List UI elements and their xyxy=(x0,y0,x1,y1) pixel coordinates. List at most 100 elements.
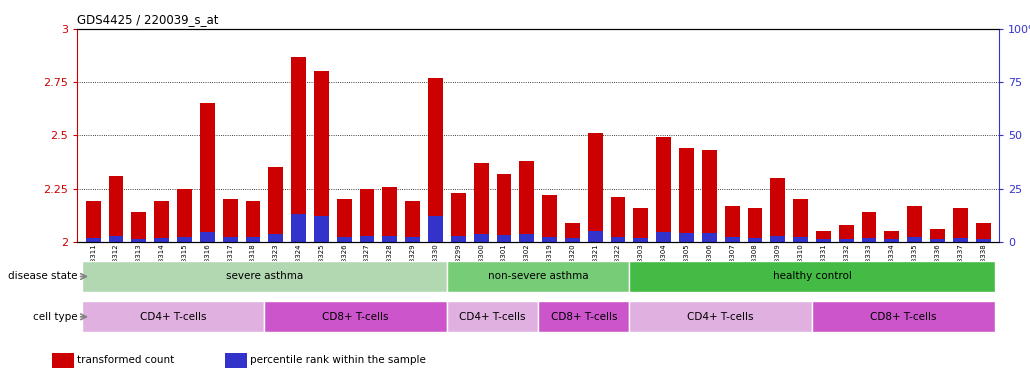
Bar xyxy=(701,150,717,242)
Bar xyxy=(359,189,375,242)
Bar xyxy=(245,237,261,242)
Bar xyxy=(953,208,968,242)
Bar xyxy=(132,212,146,242)
Bar xyxy=(748,238,762,242)
Text: percentile rank within the sample: percentile rank within the sample xyxy=(250,355,426,365)
Bar xyxy=(701,233,717,242)
Bar xyxy=(428,216,443,242)
Bar xyxy=(85,238,101,242)
Bar xyxy=(656,137,672,242)
Text: CD4+ T-cells: CD4+ T-cells xyxy=(140,312,206,322)
Bar xyxy=(565,223,580,242)
Bar xyxy=(679,148,694,242)
Bar xyxy=(291,214,306,242)
Bar xyxy=(885,239,899,242)
Bar xyxy=(428,78,443,242)
Bar xyxy=(177,237,192,242)
Text: CD8+ T-cells: CD8+ T-cells xyxy=(870,312,936,322)
Bar xyxy=(359,236,375,242)
FancyBboxPatch shape xyxy=(629,261,995,292)
Text: non-severe asthma: non-severe asthma xyxy=(488,271,588,281)
Bar xyxy=(862,212,877,242)
Bar xyxy=(52,353,74,368)
Bar xyxy=(337,237,351,242)
Bar xyxy=(496,174,511,242)
Bar xyxy=(496,235,511,242)
Bar xyxy=(748,208,762,242)
Bar xyxy=(519,234,535,242)
Bar xyxy=(405,237,420,242)
Text: GDS4425 / 220039_s_at: GDS4425 / 220039_s_at xyxy=(77,13,218,26)
Bar xyxy=(108,176,124,242)
Bar xyxy=(519,161,535,242)
Bar xyxy=(611,197,625,242)
Bar xyxy=(907,206,922,242)
Bar xyxy=(885,231,899,242)
Bar xyxy=(314,71,329,242)
Text: CD4+ T-cells: CD4+ T-cells xyxy=(459,312,525,322)
FancyBboxPatch shape xyxy=(629,301,812,332)
FancyBboxPatch shape xyxy=(81,301,265,332)
Text: CD8+ T-cells: CD8+ T-cells xyxy=(551,312,617,322)
Bar xyxy=(725,206,740,242)
Bar xyxy=(633,208,648,242)
Text: severe asthma: severe asthma xyxy=(226,271,303,281)
Bar xyxy=(200,103,214,242)
Text: transformed count: transformed count xyxy=(77,355,175,365)
Bar xyxy=(770,178,785,242)
Bar xyxy=(542,237,557,242)
Bar xyxy=(930,229,945,242)
Bar xyxy=(245,202,261,242)
Bar xyxy=(975,223,991,242)
Bar xyxy=(269,235,283,242)
Text: healthy control: healthy control xyxy=(772,271,852,281)
Bar xyxy=(930,239,945,242)
Bar xyxy=(588,133,603,242)
Bar xyxy=(679,233,694,242)
Bar xyxy=(474,234,488,242)
Bar xyxy=(953,238,968,242)
Bar xyxy=(405,202,420,242)
Bar xyxy=(793,237,808,242)
FancyBboxPatch shape xyxy=(81,261,447,292)
Bar xyxy=(382,235,398,242)
Bar xyxy=(611,237,625,242)
Text: disease state: disease state xyxy=(8,271,77,281)
Bar xyxy=(200,232,214,242)
Bar xyxy=(108,235,124,242)
FancyBboxPatch shape xyxy=(265,301,447,332)
Bar xyxy=(633,238,648,242)
Bar xyxy=(291,56,306,242)
Bar xyxy=(132,239,146,242)
Bar xyxy=(656,232,672,242)
Bar xyxy=(474,163,488,242)
FancyBboxPatch shape xyxy=(447,301,538,332)
Bar xyxy=(542,195,557,242)
Bar xyxy=(222,237,238,242)
Bar xyxy=(451,193,466,242)
Bar xyxy=(225,353,247,368)
Bar xyxy=(816,239,831,242)
Bar xyxy=(770,235,785,242)
Bar xyxy=(177,189,192,242)
Bar xyxy=(816,231,831,242)
Bar xyxy=(85,202,101,242)
Bar xyxy=(975,239,991,242)
Bar xyxy=(154,238,169,242)
Bar xyxy=(337,199,351,242)
Bar xyxy=(862,238,877,242)
Bar xyxy=(314,216,329,242)
Bar xyxy=(838,239,854,242)
Bar xyxy=(154,202,169,242)
Bar xyxy=(793,199,808,242)
Text: CD4+ T-cells: CD4+ T-cells xyxy=(687,312,754,322)
Text: cell type: cell type xyxy=(33,312,77,322)
Text: CD8+ T-cells: CD8+ T-cells xyxy=(322,312,389,322)
FancyBboxPatch shape xyxy=(447,261,629,292)
Bar xyxy=(222,199,238,242)
Bar xyxy=(269,167,283,242)
FancyBboxPatch shape xyxy=(812,301,995,332)
Bar xyxy=(907,237,922,242)
Bar xyxy=(382,187,398,242)
FancyBboxPatch shape xyxy=(538,301,629,332)
